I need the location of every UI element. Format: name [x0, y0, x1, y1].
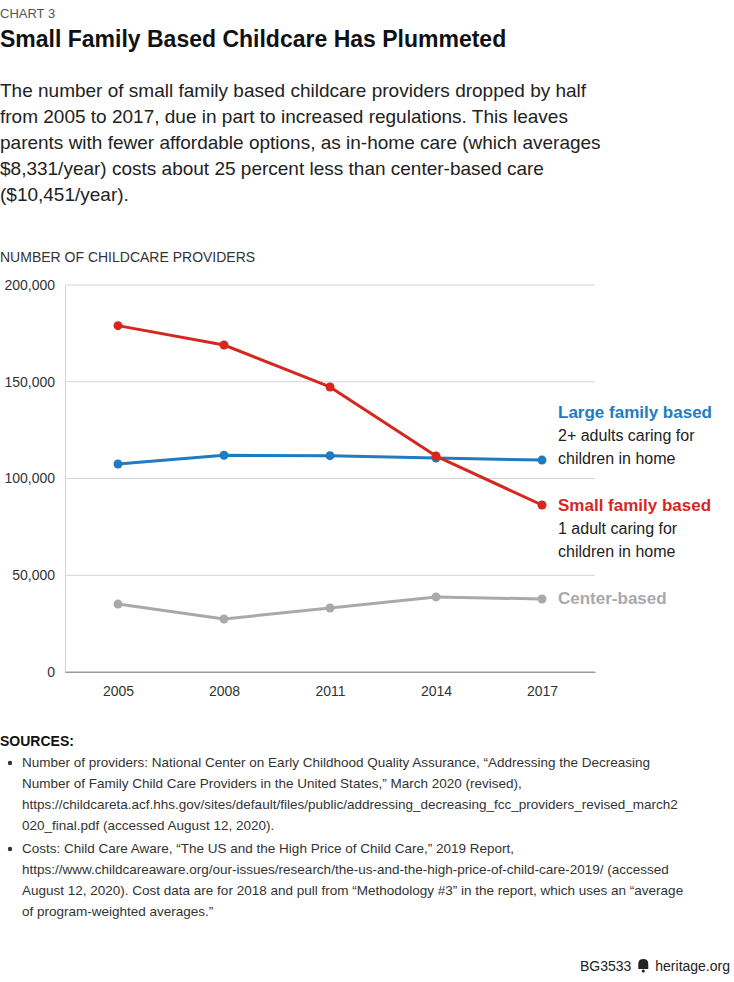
- series-label: Large family based: [558, 403, 712, 422]
- logo-bell: [638, 959, 648, 969]
- footer-code: BG3533: [580, 958, 632, 974]
- y-axis-title: NUMBER OF CHILDCARE PROVIDERS: [0, 249, 255, 265]
- series-marker: [538, 595, 547, 604]
- source-line: https://childcareta.acf.hhs.gov/sites/de…: [22, 797, 678, 812]
- y-axis-line: [65, 286, 66, 673]
- x-tick-label: 2014: [421, 683, 452, 699]
- logo-icon: [638, 959, 648, 973]
- y-tick-label: 100,000: [4, 470, 55, 486]
- series-description: children in home: [558, 450, 676, 467]
- y-tick: 200,000: [4, 277, 65, 293]
- series-marker: [326, 382, 335, 391]
- grid-line: [65, 575, 595, 576]
- chart: CHART 3 Small Family Based Childcare Has …: [0, 0, 734, 982]
- series-marker: [432, 592, 441, 601]
- plot-area: [114, 321, 547, 623]
- series-marker: [220, 340, 229, 349]
- subtitle: The number of small family based childca…: [0, 80, 587, 101]
- x-axis-line: [66, 672, 596, 673]
- grid-line: [65, 381, 595, 382]
- series-marker: [114, 321, 123, 330]
- sources-heading: SOURCES:: [0, 733, 74, 749]
- y-tick: 50,000: [12, 567, 65, 583]
- x-tick-label: 2011: [315, 683, 345, 699]
- series-marker: [220, 614, 229, 623]
- series-marker: [326, 603, 335, 612]
- series-description: children in home: [558, 543, 676, 560]
- x-tick: 2014: [421, 672, 452, 699]
- series-marker: [114, 600, 123, 609]
- source-line: Costs: Child Care Aware, “The US and the…: [22, 841, 514, 856]
- footer-site: heritage.org: [655, 958, 730, 974]
- bullet: [8, 847, 12, 851]
- y-tick-label: 150,000: [4, 374, 55, 390]
- series-marker: [538, 501, 547, 510]
- subtitle: $8,331/year) costs about 25 percent less…: [0, 158, 544, 179]
- series-label: Center-based: [558, 589, 667, 608]
- x-tick-label: 2008: [209, 683, 240, 699]
- y-tick: 100,000: [4, 470, 65, 486]
- y-tick: 0: [47, 664, 65, 680]
- subtitle: ($10,451/year).: [0, 184, 129, 205]
- source-line: https://www.childcareaware.org/our-issue…: [22, 862, 669, 877]
- source-line: 020_final.pdf (accessed August 12, 2020)…: [22, 818, 274, 833]
- bullet: [8, 761, 12, 765]
- x-tick-label: 2017: [527, 683, 558, 699]
- series-marker: [114, 459, 123, 468]
- source-line: Number of providers: National Center on …: [22, 755, 650, 770]
- y-tick-label: 200,000: [4, 277, 55, 293]
- source-line: August 12, 2020). Cost data are for 2018…: [22, 883, 683, 898]
- series-label: Small family based: [558, 496, 711, 515]
- series-marker: [326, 451, 335, 460]
- y-tick-label: 0: [47, 664, 55, 680]
- series-line: [118, 597, 542, 619]
- series-line: [118, 326, 542, 505]
- x-tick: 2011: [315, 672, 345, 699]
- logo-clapper: [642, 969, 645, 972]
- x-tick: 2008: [209, 672, 240, 699]
- chart-label: CHART 3: [0, 6, 55, 21]
- subtitle: from 2005 to 2017, due in part to increa…: [0, 106, 568, 127]
- series-marker: [538, 456, 547, 465]
- source-line: Number of Family Child Care Providers in…: [22, 776, 522, 791]
- grid-line: [65, 478, 595, 479]
- series-description: 2+ adults caring for: [558, 427, 695, 444]
- grid: [65, 285, 595, 672]
- x-tick-label: 2005: [103, 683, 134, 699]
- series-marker: [220, 451, 229, 460]
- grid-line: [65, 672, 595, 673]
- series-description: 1 adult caring for: [558, 520, 678, 537]
- y-tick: 150,000: [4, 374, 65, 390]
- title: Small Family Based Childcare Has Plummet…: [0, 26, 506, 52]
- x-axis: 2005 2008 2011 2014 2017: [66, 672, 596, 699]
- y-axis: 0 50,000 100,000 150,000 200,000: [4, 277, 65, 680]
- x-tick: 2017: [527, 672, 558, 699]
- y-tick-label: 50,000: [12, 567, 55, 583]
- grid-line: [65, 285, 595, 286]
- x-tick: 2005: [103, 672, 134, 699]
- series-marker: [432, 452, 441, 461]
- subtitle: parents with fewer affordable options, a…: [0, 132, 601, 153]
- source-line: of program-weighted averages.”: [22, 904, 213, 919]
